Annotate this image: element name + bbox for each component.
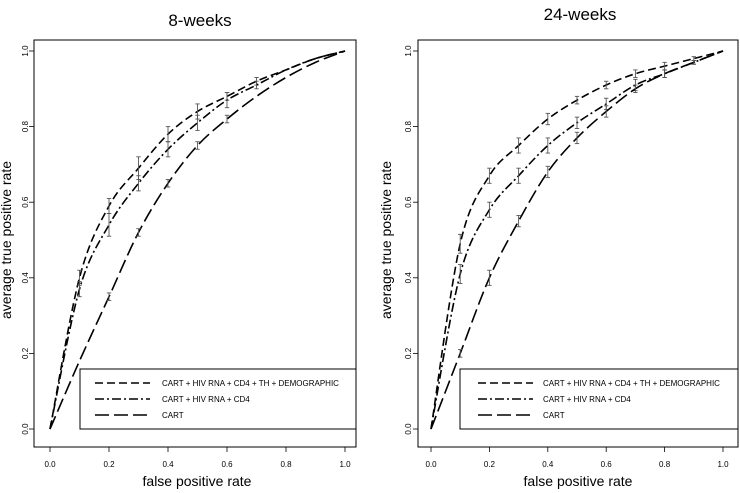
panel-24-weeks: 24-weeks average true positive rate fals… bbox=[378, 5, 739, 489]
y-tick-label: 0.2 bbox=[21, 347, 30, 359]
error-bar bbox=[516, 214, 521, 228]
legend-label: CART bbox=[162, 411, 184, 420]
y-tick-label: 0.0 bbox=[404, 423, 413, 435]
x-tick-label: 0.4 bbox=[162, 460, 174, 469]
error-bar bbox=[458, 233, 463, 254]
y-tick-label: 0.0 bbox=[21, 423, 30, 435]
x-tick-label: 0.0 bbox=[425, 460, 437, 469]
y-tick-label: 0.2 bbox=[404, 347, 413, 359]
error-bar bbox=[106, 213, 112, 237]
x-tick-label: 1.0 bbox=[339, 460, 351, 469]
x-ticks: 0.0 0.2 0.4 0.6 0.8 1.0 bbox=[425, 460, 729, 469]
x-tick-label: 0.8 bbox=[659, 460, 671, 469]
error-bar bbox=[487, 167, 492, 184]
error-bar bbox=[136, 228, 141, 237]
series-line bbox=[49, 50, 346, 430]
y-tick-label: 0.8 bbox=[404, 120, 413, 132]
error-bar bbox=[487, 201, 492, 218]
x-tick-label: 0.8 bbox=[280, 460, 292, 469]
x-tick-label: 0.4 bbox=[542, 460, 554, 469]
x-tick-label: 0.2 bbox=[103, 460, 115, 469]
error-bar bbox=[487, 269, 492, 286]
plot-area bbox=[413, 50, 724, 452]
y-tick-label: 0.8 bbox=[21, 120, 30, 132]
error-bar bbox=[633, 69, 638, 78]
x-tick-label: 0.0 bbox=[44, 460, 56, 469]
plot-frame bbox=[417, 39, 739, 448]
error-bar bbox=[545, 165, 550, 179]
error-bar bbox=[224, 92, 230, 109]
y-ticks: 0.0 0.2 0.4 0.6 0.8 1.0 bbox=[21, 45, 30, 435]
x-ticks: 0.0 0.2 0.4 0.6 0.8 1.0 bbox=[44, 460, 351, 469]
y-tick-label: 1.0 bbox=[21, 45, 30, 57]
series-line bbox=[430, 50, 724, 430]
error-bar bbox=[574, 131, 580, 145]
y-axis-title: average true positive rate bbox=[0, 161, 14, 319]
series-line bbox=[49, 50, 346, 430]
error-bar bbox=[136, 175, 141, 192]
y-tick-label: 0.6 bbox=[21, 196, 30, 208]
error-bar bbox=[516, 137, 521, 154]
legend-box bbox=[459, 368, 739, 430]
series-line bbox=[430, 50, 724, 430]
y-tick-label: 1.0 bbox=[404, 45, 413, 57]
error-bar bbox=[604, 80, 609, 90]
error-bar bbox=[691, 60, 696, 65]
panel-8-weeks: 8-weeks average true positive rate false… bbox=[0, 11, 357, 489]
x-tick-label: 0.6 bbox=[221, 460, 233, 469]
error-bar bbox=[224, 114, 230, 124]
error-bar bbox=[106, 197, 112, 214]
x-tick-label: 1.0 bbox=[717, 460, 729, 469]
legend-label: CART + HIV RNA + CD4 + TH + DEMOGRAPHIC bbox=[162, 379, 339, 388]
legend-label: CART + HIV RNA + CD4 + TH + DEMOGRAPHIC bbox=[543, 379, 720, 388]
y-tick-label: 0.4 bbox=[404, 272, 413, 284]
error-bar bbox=[165, 179, 171, 188]
x-tick-label: 0.6 bbox=[601, 460, 613, 469]
error-bar bbox=[604, 105, 609, 118]
error-bar bbox=[545, 137, 550, 154]
y-tick-label: 0.4 bbox=[21, 272, 30, 284]
legend: CART + HIV RNA + CD4 + TH + DEMOGRAPHIC … bbox=[95, 379, 339, 420]
panel-title: 24-weeks bbox=[544, 5, 617, 24]
y-axis-title: average true positive rate bbox=[378, 161, 394, 319]
panel-title: 8-weeks bbox=[168, 11, 231, 30]
plot-area bbox=[29, 50, 346, 452]
error-bar bbox=[574, 116, 580, 129]
error-bar bbox=[545, 112, 550, 126]
series-line bbox=[49, 50, 346, 430]
legend-label: CART + HIV RNA + CD4 bbox=[162, 395, 250, 404]
series-line bbox=[430, 50, 724, 430]
error-bar bbox=[254, 80, 259, 90]
x-tick-label: 0.2 bbox=[484, 460, 496, 469]
y-tick-label: 0.6 bbox=[404, 196, 413, 208]
error-bar bbox=[106, 292, 112, 301]
error-bar bbox=[195, 141, 200, 150]
error-bar bbox=[458, 349, 463, 358]
legend-label: CART + HIV RNA + CD4 bbox=[543, 395, 631, 404]
error-bar bbox=[662, 69, 667, 78]
error-bar bbox=[165, 141, 171, 158]
x-axis-title: false positive rate bbox=[143, 473, 252, 489]
error-bar bbox=[574, 95, 580, 105]
plot-frame bbox=[33, 39, 357, 448]
error-bar bbox=[165, 126, 171, 143]
error-bar bbox=[516, 167, 521, 184]
x-axis-title: false positive rate bbox=[524, 473, 633, 489]
y-ticks: 0.0 0.2 0.4 0.6 0.8 1.0 bbox=[404, 45, 413, 435]
error-bar bbox=[77, 281, 82, 298]
error-bar bbox=[458, 264, 463, 284]
error-bar bbox=[633, 84, 638, 94]
legend-label: CART bbox=[543, 411, 565, 420]
legend: CART + HIV RNA + CD4 + TH + DEMOGRAPHIC … bbox=[478, 379, 720, 420]
error-bar bbox=[195, 114, 200, 131]
